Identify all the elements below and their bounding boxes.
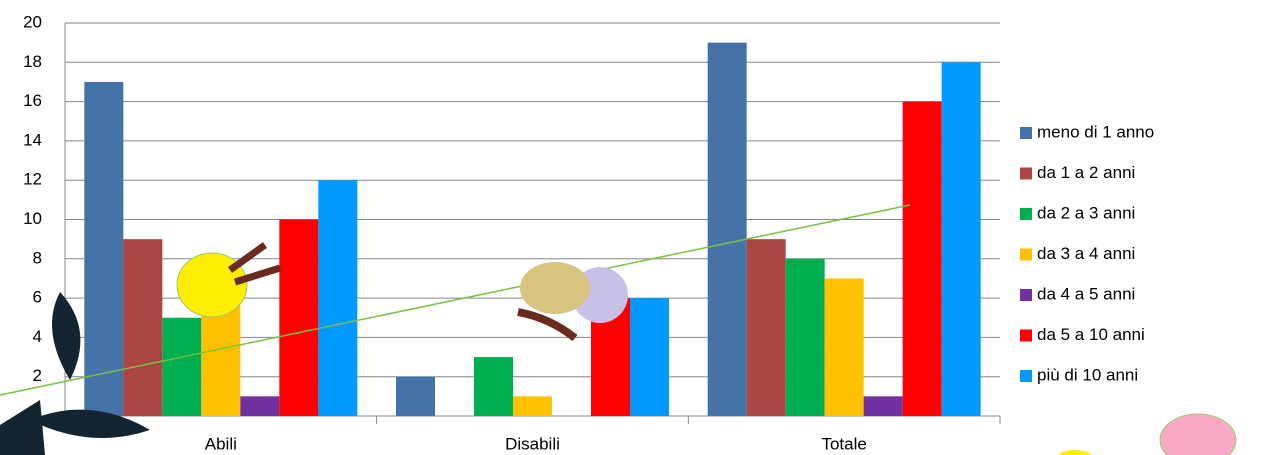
bar [240, 396, 280, 416]
y-tick-label: 20 [23, 12, 42, 31]
y-tick-label: 10 [23, 209, 42, 228]
decor-petal [227, 242, 268, 273]
legend-label: da 1 a 2 anni [1037, 163, 1135, 182]
decoration [0, 204, 1237, 455]
y-tick-label: 6 [33, 288, 42, 307]
decor-leaf [0, 400, 45, 455]
y-tick-label: 16 [23, 91, 42, 110]
legend-label: meno di 1 anno [1037, 122, 1154, 141]
legend-label: da 4 a 5 anni [1037, 284, 1135, 303]
legend-label: da 5 a 10 anni [1037, 325, 1145, 344]
bar [84, 81, 124, 416]
bar [318, 180, 358, 416]
bar [162, 317, 202, 416]
bar [279, 219, 319, 416]
decor-leaf [52, 292, 81, 380]
legend-label: da 2 a 3 anni [1037, 203, 1135, 222]
x-tick-label: Abili [205, 434, 237, 453]
bar [863, 396, 903, 416]
bar [513, 396, 552, 416]
decor-flower [1058, 450, 1092, 455]
legend-swatch [1020, 167, 1032, 180]
legend-swatch [1020, 127, 1032, 139]
y-tick-label: 14 [23, 130, 42, 149]
y-tick-label: 2 [33, 366, 42, 385]
legend-swatch [1020, 329, 1032, 342]
decor-leaf [30, 409, 150, 438]
bar [941, 62, 981, 417]
legend-label: più di 10 anni [1037, 365, 1138, 384]
legend-swatch [1020, 370, 1032, 382]
legend-label: da 3 a 4 anni [1037, 244, 1135, 263]
x-tick-label: Totale [821, 434, 866, 453]
bar [707, 42, 747, 417]
bar [396, 376, 435, 416]
y-tick-label: 12 [23, 170, 42, 189]
bar [201, 298, 241, 416]
legend-swatch [1020, 289, 1032, 301]
decor-flower [520, 262, 590, 314]
bar [123, 239, 163, 416]
decor-petal [233, 264, 282, 286]
bar [630, 298, 669, 416]
y-tick-label: 8 [33, 248, 42, 267]
decor-line [0, 204, 911, 396]
decor-flower [1159, 413, 1237, 455]
decor-stem [517, 308, 578, 342]
bar [474, 357, 513, 416]
y-tick-label: 18 [23, 52, 42, 71]
legend-swatch [1020, 208, 1032, 220]
legend-swatch [1020, 248, 1032, 261]
bar [824, 278, 864, 416]
bar [785, 258, 825, 416]
bar [902, 101, 942, 416]
bar [746, 239, 786, 416]
y-tick-label: 4 [33, 327, 42, 346]
x-tick-label: Disabili [505, 434, 560, 453]
